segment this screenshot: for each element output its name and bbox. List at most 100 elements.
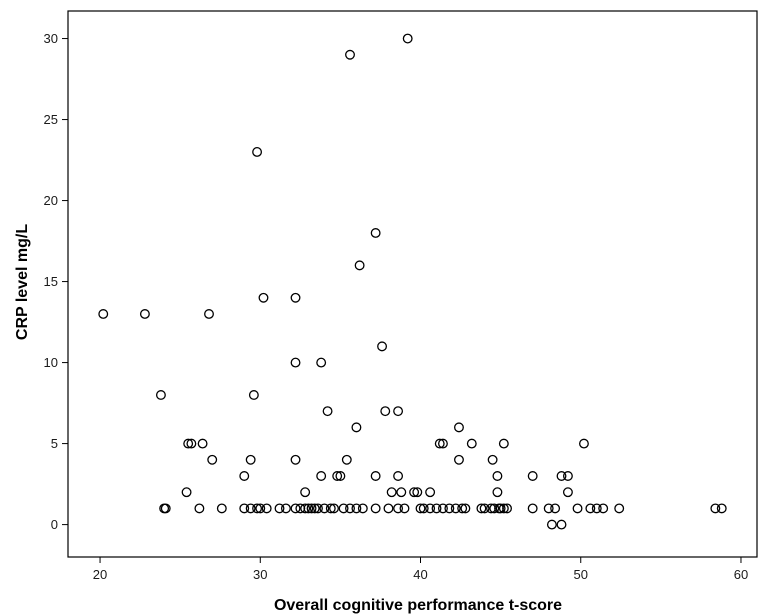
data-point <box>380 406 391 417</box>
data-point <box>329 503 339 514</box>
x-axis-title: Overall cognitive performance t-score <box>274 597 562 614</box>
data-point <box>550 503 561 514</box>
chart-axes <box>62 10 758 563</box>
data-point <box>434 438 445 449</box>
data-point <box>357 503 368 514</box>
data-point <box>370 228 381 238</box>
data-point <box>418 503 429 514</box>
y-tick-label: 0 <box>51 517 58 532</box>
data-point <box>402 33 413 44</box>
y-tick-label: 20 <box>44 193 58 208</box>
data-point <box>476 503 487 514</box>
data-point <box>457 503 468 514</box>
data-point <box>309 503 320 514</box>
data-point <box>415 503 426 514</box>
data-point <box>460 503 471 514</box>
data-point <box>316 357 327 368</box>
data-point <box>393 406 404 417</box>
axis-labels: 20 30 40 50 60 0 5 10 15 20 25 30 <box>44 31 749 582</box>
data-point <box>498 503 509 514</box>
data-point <box>492 487 503 498</box>
data-point <box>396 487 407 498</box>
data-point <box>258 292 269 303</box>
data-point <box>572 503 583 514</box>
data-point <box>444 503 455 514</box>
data-point <box>437 503 448 514</box>
y-tick-label: 5 <box>51 436 58 451</box>
data-point <box>204 309 214 319</box>
data-point <box>322 406 333 417</box>
data-point <box>393 503 404 514</box>
data-point <box>313 503 323 514</box>
x-tick-label: 40 <box>413 567 427 582</box>
data-point <box>502 503 512 514</box>
data-point <box>454 454 464 465</box>
data-point <box>194 503 205 514</box>
data-point <box>274 503 285 514</box>
data-point <box>614 503 625 514</box>
data-point <box>412 487 423 498</box>
data-point <box>335 471 346 481</box>
data-point <box>252 503 263 514</box>
data-point <box>546 519 557 530</box>
data-point <box>479 503 490 514</box>
data-point <box>245 454 256 465</box>
data-point <box>303 503 314 514</box>
data-point <box>370 471 381 481</box>
data-point <box>197 438 208 449</box>
data-point <box>543 503 554 514</box>
data-point <box>598 503 609 514</box>
data-point <box>454 422 464 433</box>
data-point <box>425 487 436 498</box>
x-tick-label: 20 <box>93 567 107 582</box>
data-point <box>252 147 263 157</box>
data-point <box>181 487 192 498</box>
data-point <box>216 503 227 514</box>
data-point <box>437 438 448 449</box>
data-point <box>245 503 256 514</box>
data-point <box>498 438 509 449</box>
x-tick-label: 60 <box>734 567 748 582</box>
x-tick-label: 30 <box>253 567 267 582</box>
data-point <box>290 357 301 368</box>
data-point <box>527 471 538 481</box>
data-point <box>280 503 291 514</box>
y-tick-label: 30 <box>44 31 58 46</box>
data-point <box>492 471 503 481</box>
data-point <box>377 341 388 352</box>
data-point <box>316 471 327 481</box>
data-point <box>160 503 171 514</box>
data-point <box>239 503 250 514</box>
data-point <box>393 471 404 481</box>
data-point <box>710 503 721 514</box>
data-point <box>239 471 250 481</box>
data-point <box>300 503 311 514</box>
y-tick-label: 15 <box>44 274 58 289</box>
data-point <box>255 503 266 514</box>
y-tick-label: 25 <box>44 112 58 127</box>
data-point <box>487 454 498 465</box>
data-point <box>489 503 500 514</box>
data-point <box>290 503 301 514</box>
data-point <box>290 454 301 465</box>
data-point <box>351 503 362 514</box>
data-point <box>261 503 272 514</box>
data-point <box>399 503 410 514</box>
data-point <box>591 503 602 514</box>
data-point <box>183 438 194 449</box>
data-point <box>562 487 573 498</box>
data-point <box>345 503 355 514</box>
data-point <box>354 260 365 271</box>
data-point <box>425 503 436 514</box>
data-point <box>383 503 394 514</box>
data-point <box>466 438 477 449</box>
data-point <box>409 487 420 498</box>
x-tick-label: 50 <box>574 567 588 582</box>
data-point <box>562 471 573 481</box>
data-point <box>139 309 150 319</box>
data-point <box>155 390 166 400</box>
data-point <box>556 471 567 481</box>
data-point <box>345 49 355 60</box>
data-point <box>207 454 218 465</box>
